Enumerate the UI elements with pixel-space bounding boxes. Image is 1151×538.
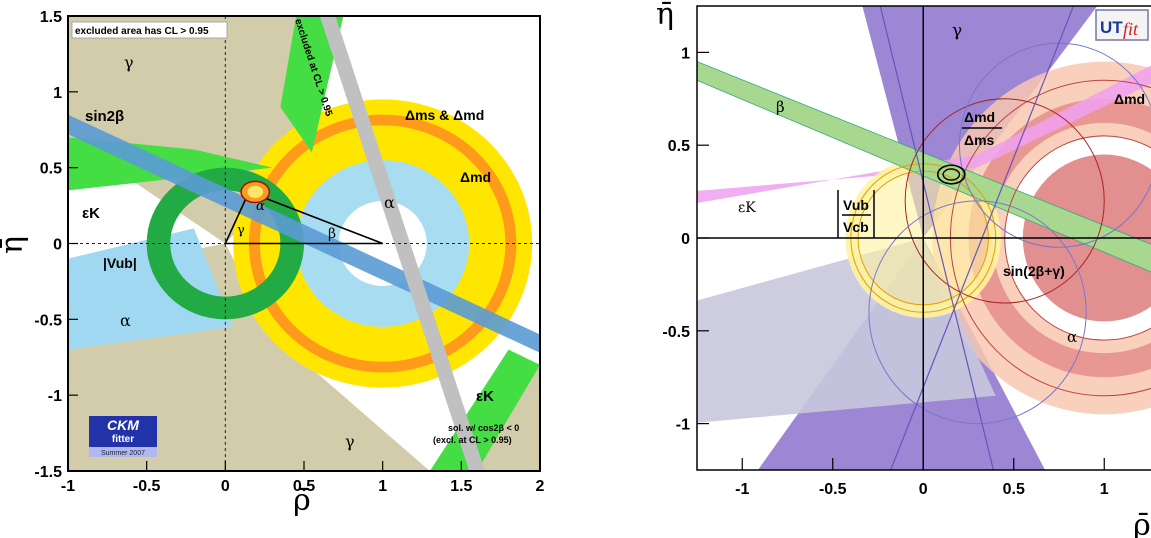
vub-label: |Vub| bbox=[103, 255, 137, 271]
dmd-ring bbox=[233, 99, 533, 388]
gamma-label: γ bbox=[952, 21, 962, 41]
utfit-y-tick-label: 0 bbox=[681, 231, 690, 248]
apex-core bbox=[247, 185, 264, 198]
ckmfitter-x-tick-label: 0 bbox=[221, 478, 230, 495]
utfit-annotations: γ β α Δmd Δms Δmd εK Vub Vcb sin(2β+γ) bbox=[738, 21, 1145, 346]
ckmfitter-logo-line1: CKM bbox=[107, 417, 139, 433]
excluded-note: excluded area has CL > 0.95 bbox=[75, 26, 209, 37]
ckmfitter-logo-line2: fitter bbox=[112, 434, 134, 445]
ckmfitter-x-tick-label: -1 bbox=[61, 478, 75, 495]
ckmfitter-y-tick-label: -0.5 bbox=[34, 312, 62, 329]
sol-line2: (excl. at CL > 0.95) bbox=[433, 435, 512, 445]
epsk-band bbox=[697, 65, 1151, 204]
sol-line1: sol. w/ cos2β < 0 bbox=[448, 423, 519, 433]
apex-contour-outer bbox=[936, 164, 966, 185]
alpha-band-left bbox=[68, 228, 234, 350]
vub-num: Vub bbox=[843, 197, 869, 213]
utfit-y-tick-label: -1 bbox=[676, 417, 690, 434]
ckmfitter-plot: -1 -0.5 0 0.5 1 1.5 21.510.50-0.5-1-1.5 exclud… bbox=[0, 9, 545, 518]
gamma-top-label: γ bbox=[124, 53, 134, 72]
utfit-y-tick-label: 0.5 bbox=[668, 138, 690, 155]
gamma-bottom-label: γ bbox=[345, 432, 355, 451]
excluded-cos2beta-band bbox=[319, 16, 485, 471]
dmd-dms-den: Δms bbox=[964, 132, 995, 148]
ckmfitter-y-tick-label: 1 bbox=[53, 85, 62, 102]
utfit-plot-area bbox=[697, 6, 1151, 470]
epsk-left-label: εK bbox=[82, 205, 100, 222]
ckmfitter-x-tick-label: 2 bbox=[536, 478, 545, 495]
ckmfitter-y-label: η̄ bbox=[0, 236, 30, 254]
ckmfitter-x-tick-label: 0.5 bbox=[293, 478, 315, 495]
unitarity-triangle bbox=[224, 190, 383, 245]
utfit-x-tick-label: 1 bbox=[1100, 481, 1109, 498]
epsk-label: εK bbox=[738, 200, 756, 216]
ckmfitter-logo-line3: Summer 2007 bbox=[101, 450, 145, 457]
ckmfitter-x-tick-label: 1.5 bbox=[450, 478, 472, 495]
vub-den: Vcb bbox=[843, 219, 869, 235]
utfit-logo-box bbox=[1095, 9, 1149, 41]
utfit-x-tick-label: -1 bbox=[735, 481, 749, 498]
utfit-axes: -1 -0.5 0 0.5 1 1 0.5 0 -0.5 -1 bbox=[662, 45, 1108, 498]
excluded-note-box bbox=[71, 21, 228, 39]
epsk-band-top bbox=[280, 16, 344, 153]
ckmfitter-logo-footer bbox=[89, 447, 157, 457]
beta-label: β bbox=[776, 98, 785, 116]
ckmfitter-y-tick-label: -1.5 bbox=[34, 464, 62, 481]
utfit-y-tick-label: -0.5 bbox=[662, 324, 690, 341]
utfit-x-tick-label: 0 bbox=[919, 481, 928, 498]
utfit-y-label: η̄ bbox=[656, 0, 674, 32]
alpha-label: α bbox=[1067, 328, 1077, 346]
utfit-y-tick-label: 1 bbox=[681, 45, 690, 62]
ckmfitter-axes: -1 -0.5 0 0.5 1 1.5 21.510.50-0.5-1-1.5 bbox=[34, 9, 544, 495]
alpha-arc bbox=[868, 200, 1087, 425]
dms-dmd-label: Δms & Δmd bbox=[405, 107, 484, 123]
dmd-dms-circle bbox=[904, 98, 1105, 304]
utfit-plot: -1 -0.5 0 0.5 1 1 0.5 0 -0.5 -1 γ β α Δmd Δms Δmd εK Vub… bbox=[656, 0, 1151, 538]
alpha-left-label: α bbox=[120, 311, 131, 330]
utfit-x-label: ρ̄ bbox=[1133, 508, 1151, 538]
ckmfitter-x-tick-label: 1 bbox=[378, 478, 387, 495]
utfit-logo-line2: fit bbox=[1123, 19, 1139, 39]
dmd-dms-num: Δmd bbox=[964, 109, 995, 125]
utfit-logo: UT fit bbox=[1095, 9, 1149, 41]
beta-tri-label: β bbox=[328, 226, 336, 242]
ckmfitter-y-tick-label: 1.5 bbox=[40, 9, 62, 26]
utfit-logo-line1: UT bbox=[1100, 18, 1123, 37]
alpha-mid-label: α bbox=[384, 193, 395, 212]
utfit-x-tick-label: -0.5 bbox=[819, 481, 847, 498]
vub-ring bbox=[146, 167, 304, 320]
ckmfitter-y-tick-label: -1 bbox=[48, 388, 62, 405]
ckmfitter-x-label: ρ̄ bbox=[293, 483, 311, 518]
utfit-x-tick-label: 0.5 bbox=[1003, 481, 1025, 498]
dmd-label: Δmd bbox=[1114, 91, 1145, 107]
gamma-tri-label: γ bbox=[237, 223, 245, 238]
alpha-tri-label: α bbox=[256, 199, 265, 214]
dmd-ring bbox=[968, 98, 1151, 378]
ckmfitter-x-tick-label: -0.5 bbox=[133, 478, 161, 495]
apex-contour-inner bbox=[942, 168, 961, 181]
sin2beta-label: sin2β bbox=[85, 108, 124, 125]
epsk-band-bottom bbox=[429, 349, 540, 471]
sin2bg-label: sin(2β+γ) bbox=[1003, 263, 1065, 279]
ckmfitter-plot-area bbox=[68, 16, 540, 471]
ckmfitter-y-tick-label: 0 bbox=[53, 237, 62, 254]
epsk-right-label: εK bbox=[476, 388, 494, 405]
ckmfitter-logo: CKM fitter Summer 2007 bbox=[89, 416, 157, 457]
dmd-label: Δmd bbox=[460, 169, 491, 185]
ckmfitter-y-tick-label: 0.5 bbox=[40, 161, 62, 178]
gamma-region-bottom bbox=[225, 243, 430, 471]
